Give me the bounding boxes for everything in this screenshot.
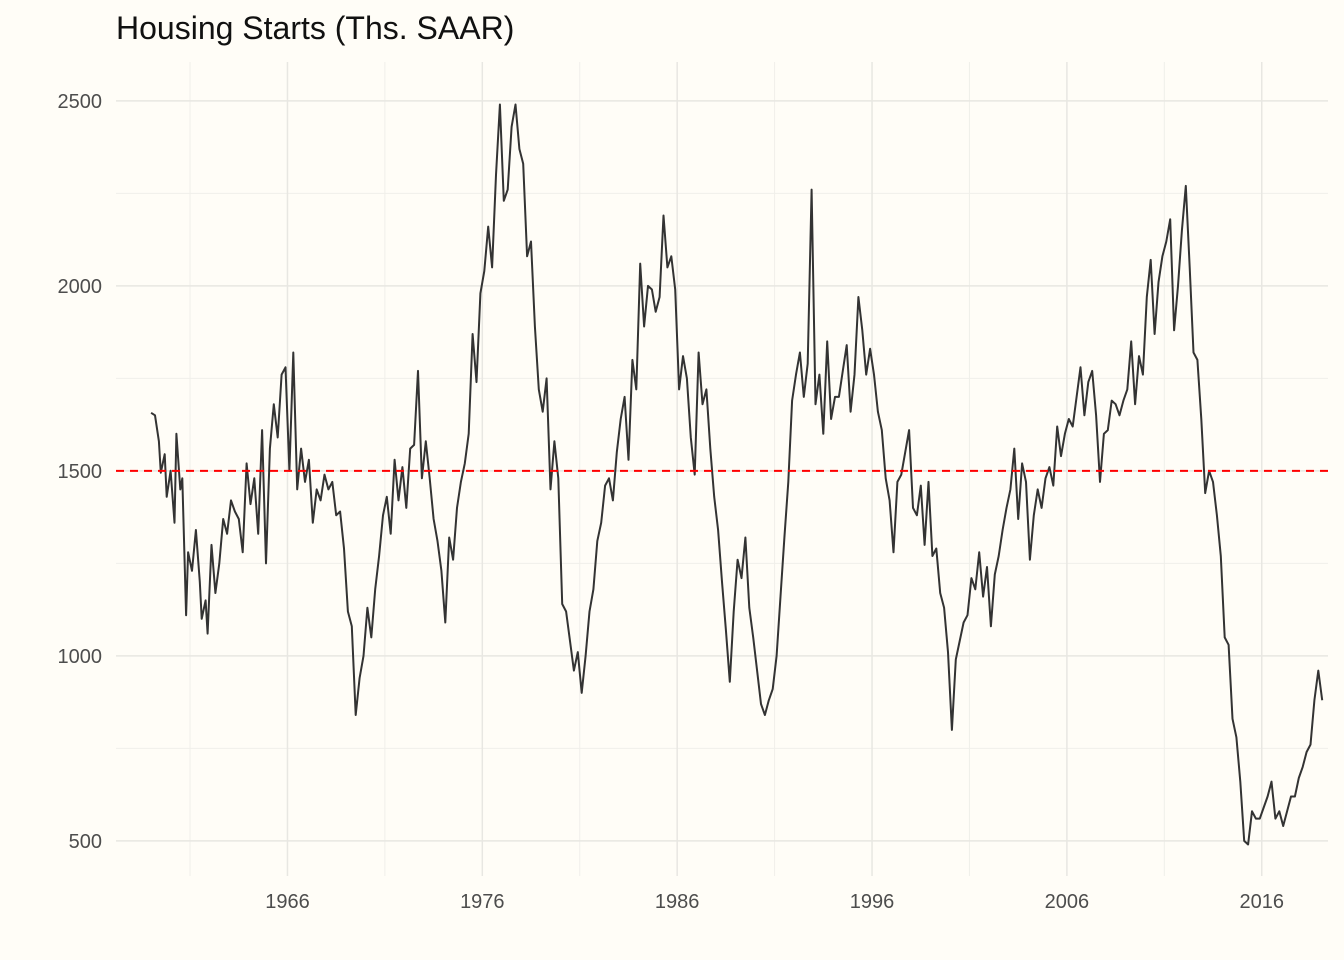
series-layer [150, 103, 1324, 846]
major-gridlines [116, 62, 1328, 876]
x-tick-label: 1966 [265, 891, 310, 913]
y-tick-label: 2000 [58, 276, 103, 298]
y-tick-labels: 500 1000 1500 2000 2500 [58, 91, 103, 853]
chart-title: Housing Starts (Ths. SAAR) [116, 10, 515, 46]
series-line [150, 103, 1324, 846]
x-tick-label: 2016 [1239, 891, 1284, 913]
y-tick-label: 1500 [58, 461, 103, 483]
x-tick-label: 1986 [655, 891, 700, 913]
x-tick-label: 1976 [460, 891, 505, 913]
x-tick-labels: 1966 1976 1986 1996 2006 2016 [265, 891, 1284, 913]
x-tick-label: 2006 [1045, 891, 1090, 913]
y-tick-label: 1000 [58, 646, 103, 668]
x-tick-label: 1996 [850, 891, 895, 913]
y-tick-label: 2500 [58, 91, 103, 113]
minor-gridlines [116, 62, 1328, 876]
y-tick-label: 500 [69, 831, 102, 853]
